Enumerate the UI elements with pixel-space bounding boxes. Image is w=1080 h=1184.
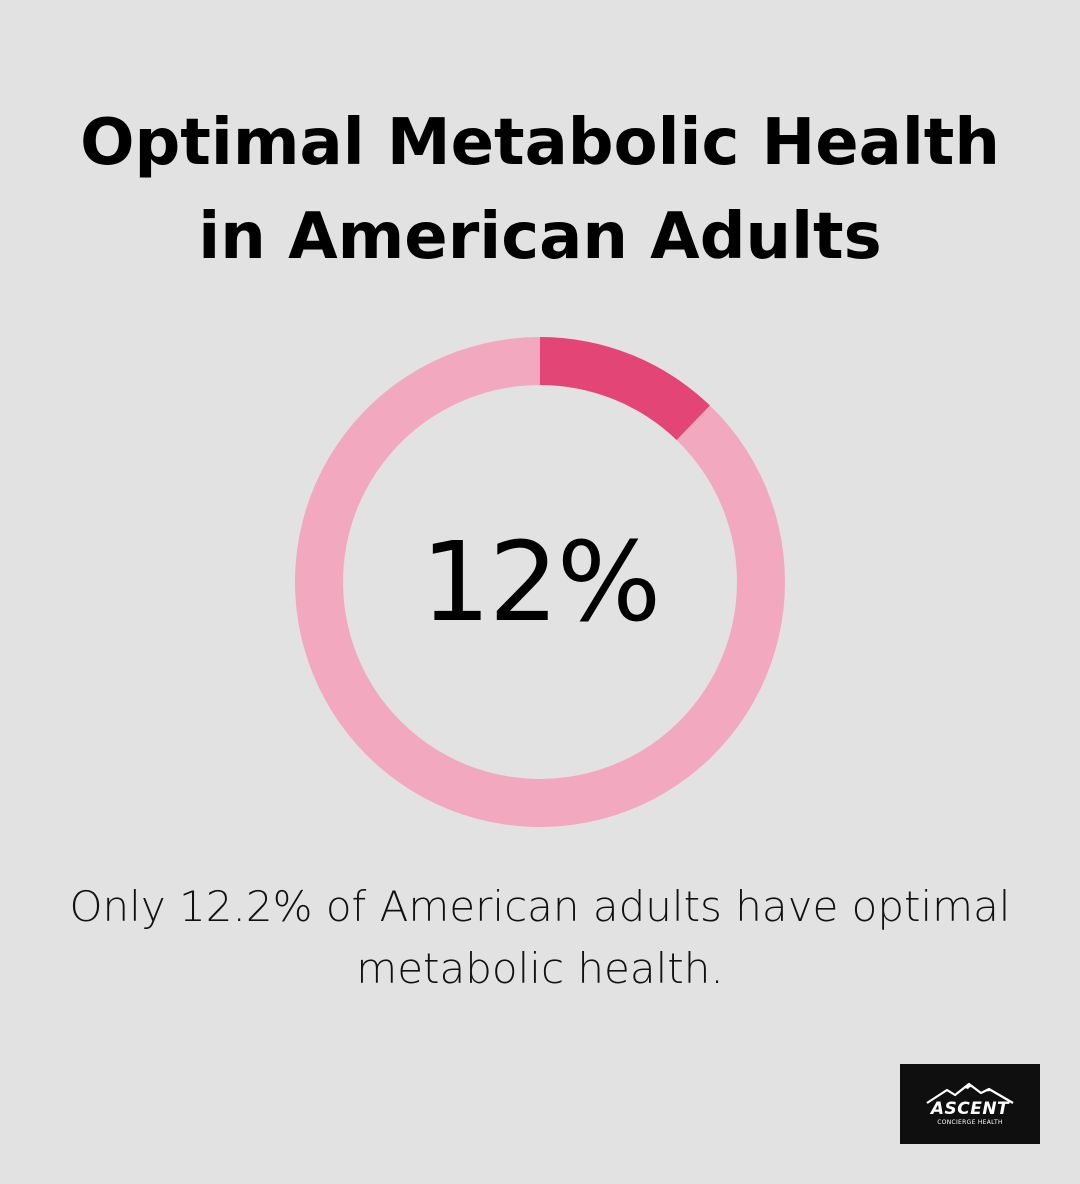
title-line-1: Optimal Metabolic Health [80,106,1000,180]
title-line-2: in American Adults [198,200,882,274]
page-title: Optimal Metabolic Health in American Adu… [0,96,1080,284]
logo-tagline: CONCIERGE HEALTH [937,1118,1003,1126]
donut-chart: 12% [295,337,785,827]
donut-slice-highlight [540,337,710,441]
brand-logo: ASCENT CONCIERGE HEALTH [900,1064,1040,1144]
caption-line-1: Only 12.2% of American adults have optim… [69,882,1011,931]
caption-line-2: metabolic health. [356,944,724,993]
donut-center-value: 12% [420,518,662,646]
donut-svg [295,337,785,827]
logo-name: ASCENT [930,1098,1010,1119]
caption: Only 12.2% of American adults have optim… [40,876,1040,1000]
mountain-icon [926,1082,1014,1104]
